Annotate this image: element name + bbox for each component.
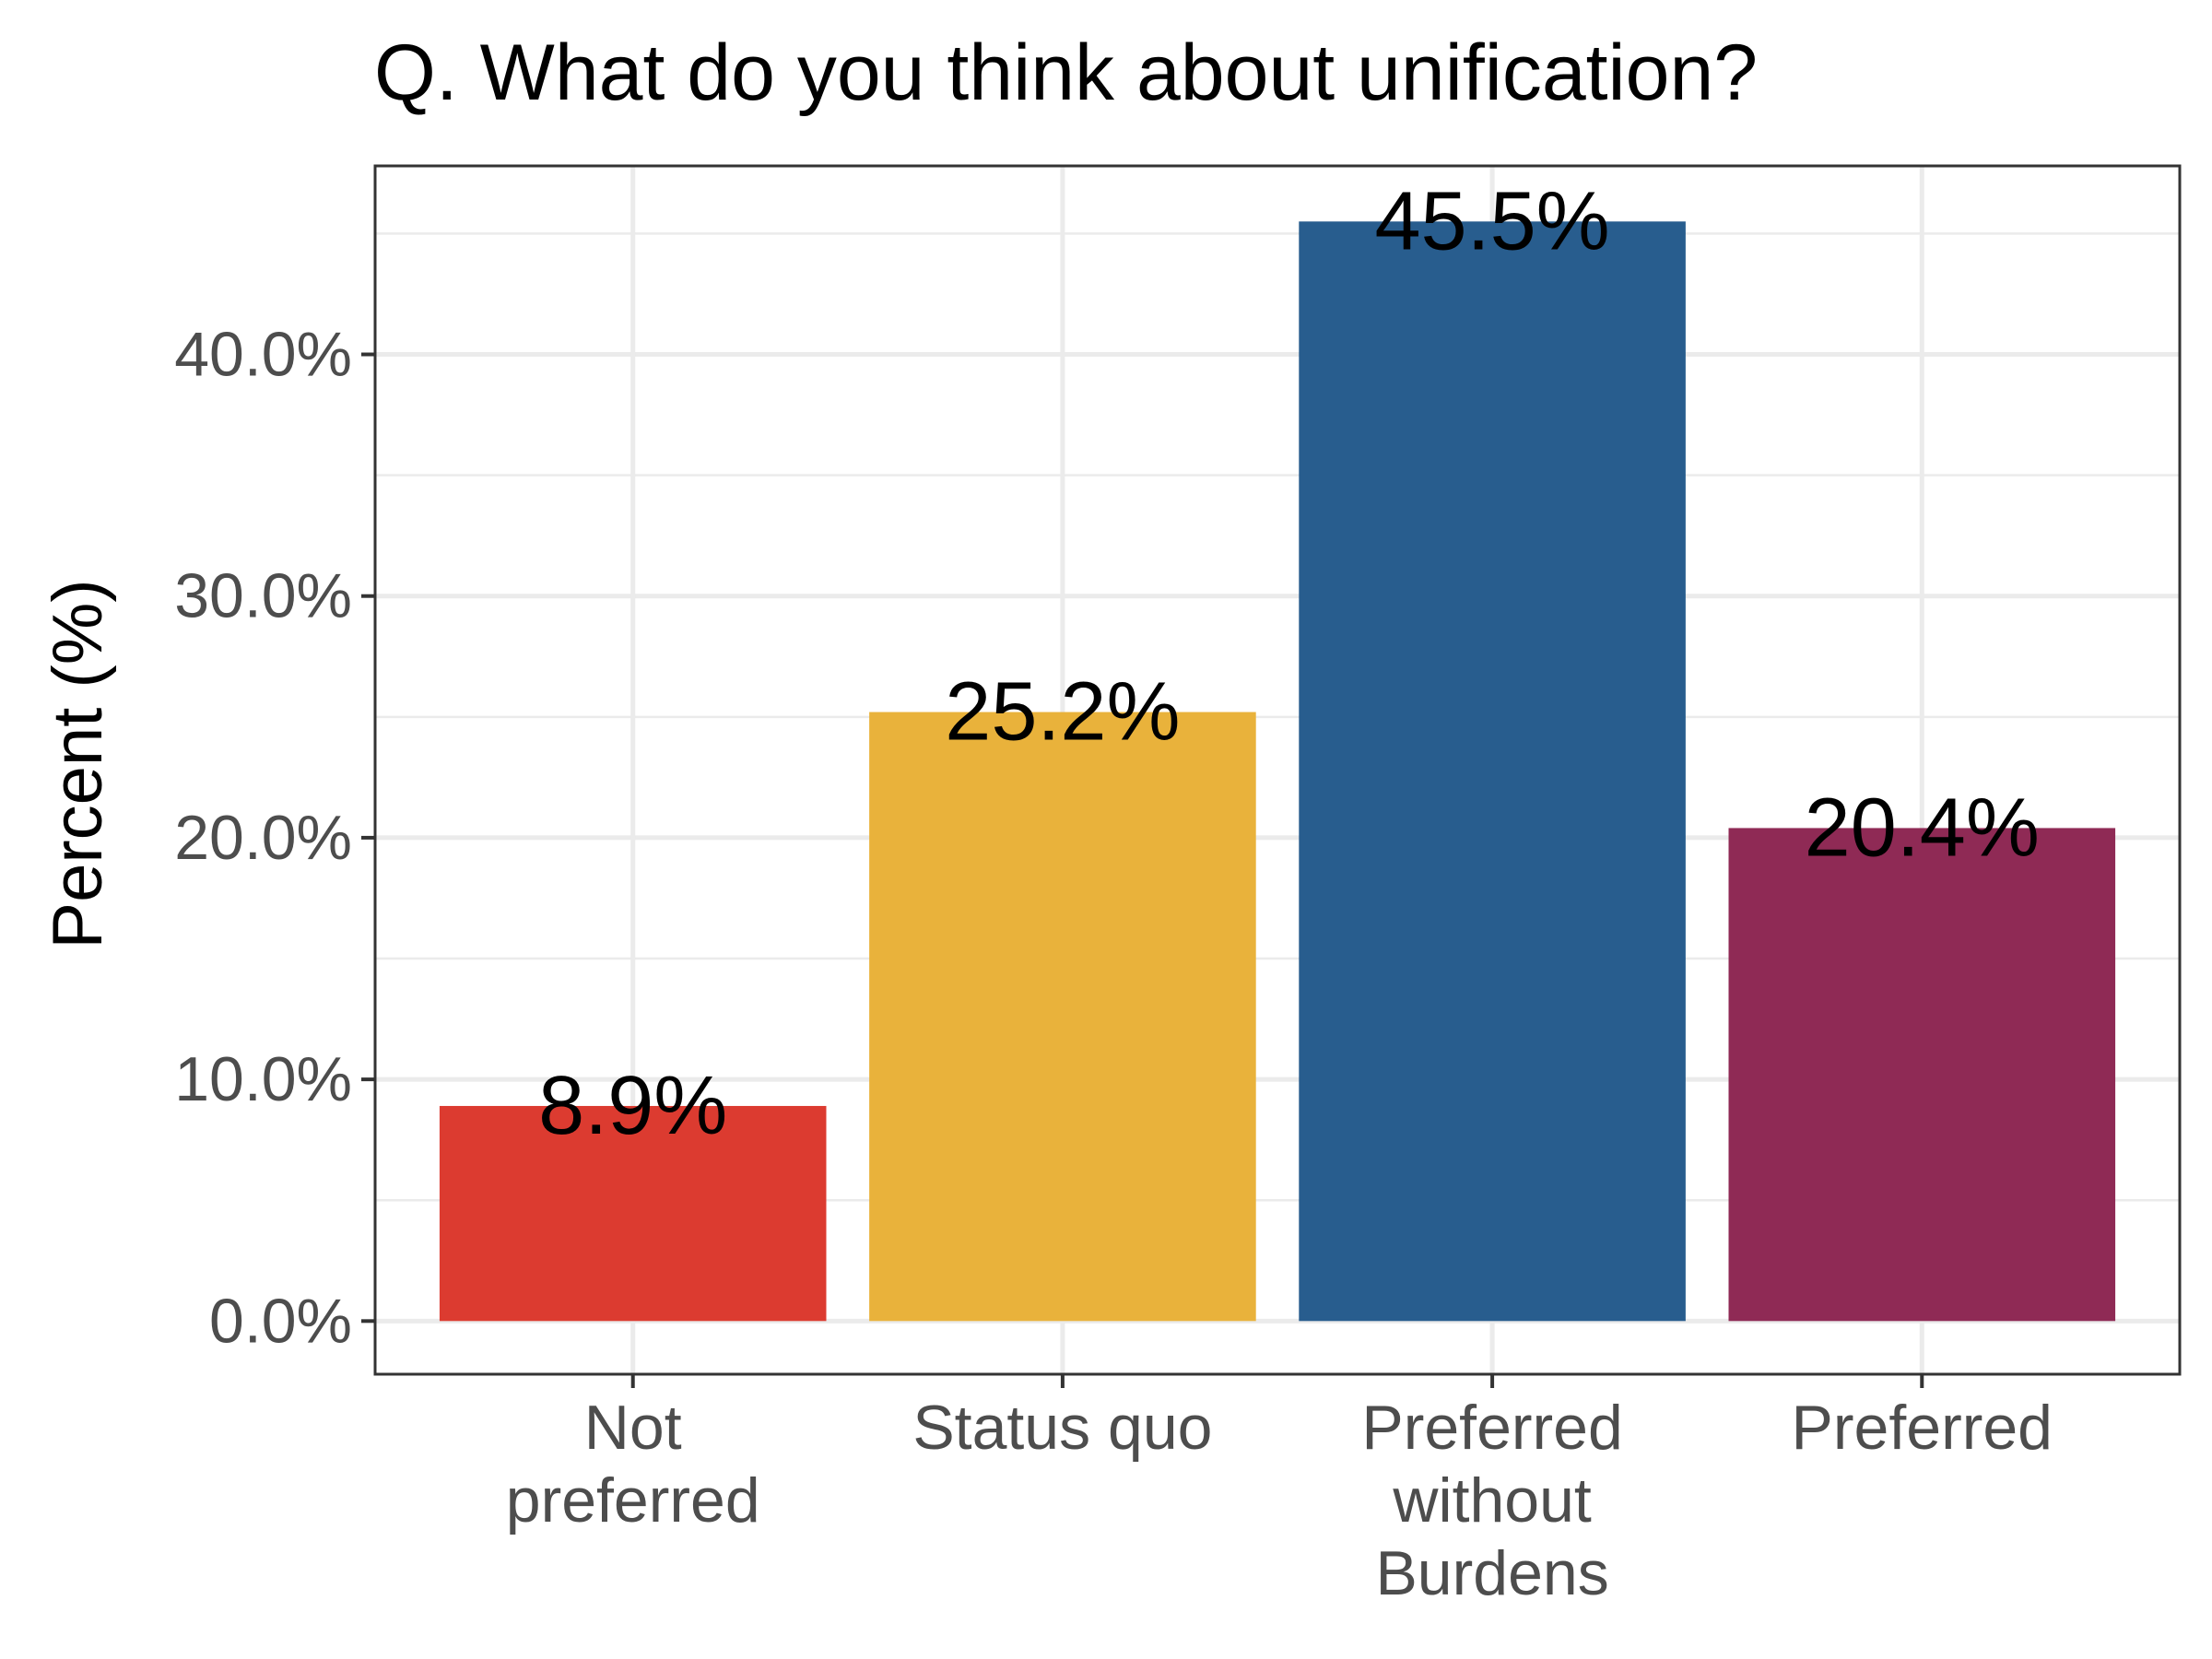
x-tick-label: Preferred without Burdens [1361,1393,1622,1608]
x-tick-label-line: Preferred [1792,1393,2053,1463]
chart-title: Q. What do you think about unification? [374,29,1758,117]
plot-panel-border [373,164,2182,1376]
x-tick-label: Preferred [1792,1393,2053,1463]
y-axis-title: Percent (%) [39,579,117,948]
axes: 0.0% 10.0% 20.0% 30.0% 40.0% Not preferred Stat… [174,320,2053,1608]
bar [1728,828,2116,1322]
bar-value-labels: 8.9% 25.2% 45.5% 20.4% [538,175,2040,1152]
bar [869,712,1256,1322]
bar-value-label: 8.9% [538,1060,727,1152]
x-tick-label-line: Burdens [1375,1538,1608,1608]
x-tick-label: Not preferred [506,1393,760,1535]
x-tick-label-line: Not [584,1393,682,1463]
x-tick-label-line: without [1392,1465,1592,1535]
bar [439,1105,827,1322]
y-tick-label: 40.0% [174,320,352,390]
bar-value-label: 25.2% [945,666,1180,759]
bar [1299,221,1686,1322]
y-tick-label: 30.0% [174,561,352,631]
y-tick-label: 20.0% [174,803,352,873]
y-tick-label: 0.0% [209,1286,352,1356]
x-tick-label-line: Status quo [912,1393,1212,1463]
bars [439,221,2116,1322]
x-tick-label-line: Preferred [1361,1393,1622,1463]
bar-value-label: 20.4% [1805,782,2040,874]
x-tick-label: Status quo [912,1393,1212,1463]
bar-value-label: 45.5% [1374,175,1609,267]
y-tick-label: 10.0% [174,1044,352,1114]
x-tick-label-line: preferred [506,1465,760,1535]
